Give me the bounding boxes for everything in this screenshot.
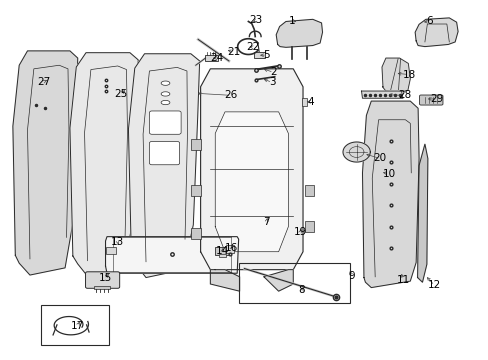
Text: 26: 26: [224, 90, 238, 100]
Polygon shape: [215, 112, 288, 252]
Text: 8: 8: [298, 285, 305, 296]
Polygon shape: [105, 237, 238, 273]
Text: 10: 10: [382, 168, 395, 179]
Bar: [238, 263, 349, 303]
Bar: [190, 228, 200, 239]
Bar: [41, 305, 109, 345]
Text: 22: 22: [246, 42, 259, 52]
Text: 27: 27: [37, 77, 50, 87]
FancyBboxPatch shape: [85, 272, 120, 288]
Bar: [305, 221, 314, 232]
Text: 15: 15: [99, 273, 112, 283]
FancyBboxPatch shape: [149, 111, 181, 134]
Polygon shape: [276, 19, 322, 47]
Polygon shape: [381, 58, 409, 92]
Bar: [94, 286, 110, 289]
Polygon shape: [200, 69, 303, 270]
Text: 25: 25: [114, 89, 127, 99]
Text: 14: 14: [216, 246, 229, 256]
Text: 2: 2: [270, 67, 277, 77]
Bar: [190, 185, 200, 196]
Text: 13: 13: [111, 237, 124, 247]
Ellipse shape: [161, 92, 169, 96]
Text: 17: 17: [70, 321, 84, 331]
Text: 6: 6: [426, 17, 432, 27]
Text: 12: 12: [427, 280, 440, 291]
Polygon shape: [210, 270, 239, 291]
Polygon shape: [414, 18, 457, 46]
Polygon shape: [264, 270, 293, 291]
Text: 1: 1: [288, 16, 295, 26]
Polygon shape: [343, 142, 369, 162]
Bar: [215, 247, 228, 255]
Bar: [305, 185, 314, 196]
Text: 11: 11: [396, 275, 409, 285]
Polygon shape: [417, 144, 427, 282]
Bar: [190, 139, 200, 149]
Text: 5: 5: [263, 50, 270, 60]
Polygon shape: [362, 101, 418, 288]
Text: 4: 4: [306, 97, 313, 107]
Polygon shape: [128, 54, 199, 278]
Bar: [205, 55, 217, 61]
FancyBboxPatch shape: [419, 95, 442, 105]
Polygon shape: [13, 51, 78, 275]
Text: 9: 9: [348, 271, 354, 281]
Text: 16: 16: [225, 243, 238, 253]
Ellipse shape: [161, 100, 169, 105]
Text: 3: 3: [268, 77, 275, 87]
Text: 21: 21: [227, 47, 240, 57]
Bar: [302, 98, 306, 106]
Polygon shape: [361, 91, 402, 98]
Text: 28: 28: [397, 90, 410, 100]
Text: 18: 18: [402, 69, 415, 80]
Text: 19: 19: [293, 228, 306, 237]
Bar: [219, 253, 225, 257]
Ellipse shape: [161, 81, 169, 85]
Text: 7: 7: [263, 217, 269, 227]
Text: 29: 29: [429, 94, 442, 104]
FancyBboxPatch shape: [149, 141, 179, 165]
Text: 23: 23: [249, 15, 262, 25]
Bar: [254, 52, 264, 58]
Polygon shape: [70, 53, 138, 276]
Text: 20: 20: [373, 153, 386, 163]
Text: 24: 24: [210, 53, 223, 63]
Bar: [225, 245, 233, 253]
Bar: [105, 247, 116, 253]
